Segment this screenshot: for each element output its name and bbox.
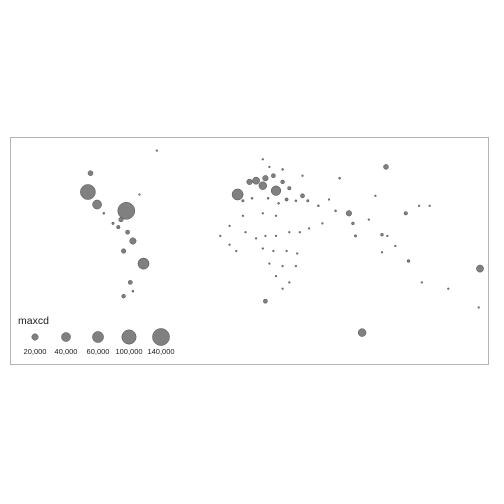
- map-point: [287, 186, 292, 191]
- map-point: [87, 170, 94, 176]
- map-point: [131, 289, 135, 293]
- map-point: [116, 225, 121, 230]
- map-point: [271, 173, 276, 178]
- map-point: [264, 234, 267, 238]
- map-point: [102, 212, 106, 215]
- legend-circle: [61, 332, 71, 342]
- map-point: [354, 234, 357, 238]
- map-point: [244, 231, 247, 234]
- legend-circle: [92, 331, 104, 343]
- map-point: [317, 204, 320, 208]
- map-point: [307, 227, 311, 230]
- legend-title: maxcd: [18, 315, 49, 327]
- legend-circle: [31, 333, 39, 341]
- map-point: [117, 202, 136, 220]
- map-point: [403, 211, 408, 216]
- map-point: [121, 248, 127, 254]
- map-point: [246, 178, 253, 185]
- map-point: [268, 262, 271, 265]
- map-point: [274, 214, 278, 217]
- map-point: [380, 233, 384, 237]
- map-point: [374, 194, 377, 197]
- legend-label: 40,000: [54, 347, 78, 356]
- map-point: [428, 204, 431, 207]
- map-point: [270, 185, 282, 196]
- map-point: [301, 174, 304, 177]
- map-point: [345, 210, 352, 217]
- map-point: [274, 234, 278, 238]
- map-point: [417, 204, 421, 207]
- map-point: [241, 214, 245, 217]
- legend-label: 140,000: [147, 347, 175, 356]
- map-point: [285, 249, 288, 253]
- map-point: [383, 164, 389, 170]
- map-point: [351, 221, 355, 226]
- map-point: [394, 244, 397, 248]
- map-point: [420, 281, 423, 284]
- map-point: [263, 298, 268, 304]
- map-point: [252, 176, 260, 185]
- map-point: [92, 199, 102, 210]
- map-point: [288, 231, 291, 234]
- map-point: [281, 264, 284, 268]
- map-point: [406, 259, 411, 263]
- map-point: [334, 209, 337, 213]
- map-point: [258, 181, 267, 190]
- map-point: [125, 229, 130, 235]
- map-point: [137, 257, 150, 270]
- map-point: [261, 212, 264, 215]
- map-point: [357, 328, 367, 337]
- map-point: [266, 197, 270, 200]
- map-point: [447, 287, 450, 290]
- map-point: [338, 176, 341, 180]
- map-point: [231, 188, 244, 201]
- map-point: [281, 287, 284, 290]
- map-point: [228, 224, 231, 228]
- map-point: [284, 197, 289, 202]
- map-point: [321, 222, 324, 225]
- map-point: [367, 218, 370, 221]
- map-point: [262, 175, 269, 182]
- map-point: [476, 264, 484, 273]
- legend-circle: [121, 329, 137, 345]
- legend-label: 20,000: [23, 347, 47, 356]
- map-point: [298, 231, 301, 234]
- map-point: [477, 306, 480, 309]
- map-point: [281, 168, 284, 171]
- legend-label: 60,000: [86, 347, 110, 356]
- map-point: [261, 158, 264, 161]
- map-point: [386, 234, 389, 238]
- map-point: [261, 247, 264, 250]
- map-point: [138, 193, 141, 196]
- map-point: [235, 249, 238, 253]
- map-point: [121, 294, 126, 299]
- map-point: [228, 243, 231, 246]
- map-point: [219, 234, 222, 238]
- map-point: [272, 249, 275, 253]
- map-point: [128, 280, 133, 285]
- map-point: [327, 198, 331, 201]
- map-point: [288, 281, 291, 284]
- map-point: [277, 202, 280, 205]
- map-point: [155, 149, 158, 152]
- legend-label: 100,000: [115, 347, 143, 356]
- map-point: [280, 179, 285, 185]
- map-point: [380, 251, 384, 254]
- map-point: [129, 237, 137, 245]
- map-point: [294, 199, 298, 203]
- map-point: [274, 274, 278, 278]
- legend-circle: [152, 328, 170, 346]
- map-point: [241, 199, 245, 203]
- map-point: [250, 197, 254, 200]
- map-point: [80, 184, 96, 200]
- map-point: [300, 193, 305, 199]
- map-point: [268, 165, 271, 169]
- map-point: [306, 199, 310, 203]
- map-point: [296, 252, 299, 255]
- map-point: [294, 264, 298, 268]
- map-point: [118, 217, 124, 223]
- map-point: [111, 221, 115, 225]
- map-point: [254, 237, 258, 240]
